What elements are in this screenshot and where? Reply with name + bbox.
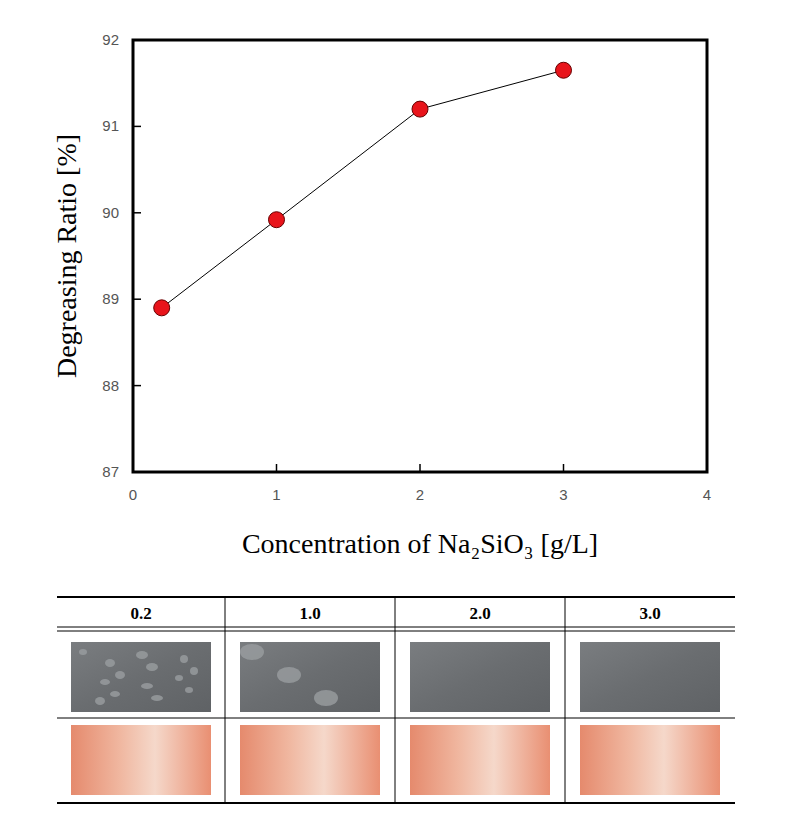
table-divider xyxy=(395,597,396,803)
photo-droplet xyxy=(175,675,183,681)
table-header: 3.0 xyxy=(639,604,660,623)
table-header: 0.2 xyxy=(130,604,151,623)
photo-droplet xyxy=(240,644,264,660)
data xyxy=(154,62,572,316)
figure: 0 1 2 3 4 87 88 89 90 91 92 Concentration of Na₂SiO… xyxy=(0,0,795,839)
y-tick-label: 88 xyxy=(102,377,119,394)
x-tick-label: 1 xyxy=(272,486,280,503)
photo-droplet xyxy=(180,655,188,663)
y-tick-label: 89 xyxy=(102,290,119,307)
table-rule xyxy=(57,631,735,632)
x-axis-label: Concentration of Na₂SiO₃ [g/L] xyxy=(242,528,598,559)
photo-droplet xyxy=(190,667,198,675)
photo-copper xyxy=(71,725,211,795)
table-rule xyxy=(57,802,735,804)
photo-droplet xyxy=(185,687,193,693)
photo-droplet xyxy=(314,690,338,706)
page: 0 1 2 3 4 87 88 89 90 91 92 Concentration of Na₂SiO… xyxy=(0,0,795,839)
x-tick-label: 2 xyxy=(416,486,424,503)
data-point xyxy=(154,300,170,316)
photo-droplet xyxy=(115,671,125,679)
y-tick-label: 92 xyxy=(102,31,119,48)
data-point xyxy=(269,212,285,228)
y-tick-label: 91 xyxy=(102,117,119,134)
photo-droplet xyxy=(100,679,110,685)
y-axis-label: Degreasing Ratio [%] xyxy=(51,134,82,378)
photo-copper xyxy=(580,725,720,795)
photo-droplet xyxy=(79,649,87,655)
table-rule xyxy=(57,627,735,628)
photo-steel xyxy=(580,642,720,712)
table-rule xyxy=(57,718,735,719)
data-point xyxy=(556,62,572,78)
plot-frame xyxy=(133,40,707,472)
table-header: 2.0 xyxy=(469,604,490,623)
photo-droplet xyxy=(95,697,105,705)
table-rule xyxy=(57,596,735,598)
x-tick-label: 3 xyxy=(559,486,567,503)
y-tick-label: 90 xyxy=(102,204,119,221)
photo-droplet xyxy=(277,667,301,683)
photo-copper xyxy=(240,725,380,795)
photo-steel xyxy=(71,642,211,712)
photo-copper xyxy=(410,725,550,795)
photo-table: 0.2 1.0 2.0 3.0 xyxy=(57,597,735,803)
photo-droplet xyxy=(136,651,148,659)
photo-steel xyxy=(410,642,550,712)
data-point xyxy=(412,101,428,117)
photo-droplet xyxy=(105,659,115,667)
photo-steel xyxy=(240,642,380,712)
photo-droplet xyxy=(151,695,163,701)
table-header: 1.0 xyxy=(299,604,320,623)
x-tick-label: 0 xyxy=(129,486,137,503)
photo-droplet xyxy=(141,683,153,689)
axes: 0 1 2 3 4 87 88 89 90 91 92 xyxy=(102,31,711,503)
photo-droplet xyxy=(110,691,120,697)
photo-droplet xyxy=(146,663,158,671)
x-tick-label: 4 xyxy=(703,486,711,503)
data-line xyxy=(162,70,564,308)
y-tick-label: 87 xyxy=(102,463,119,480)
table-divider xyxy=(565,597,566,803)
table-divider xyxy=(225,597,226,803)
